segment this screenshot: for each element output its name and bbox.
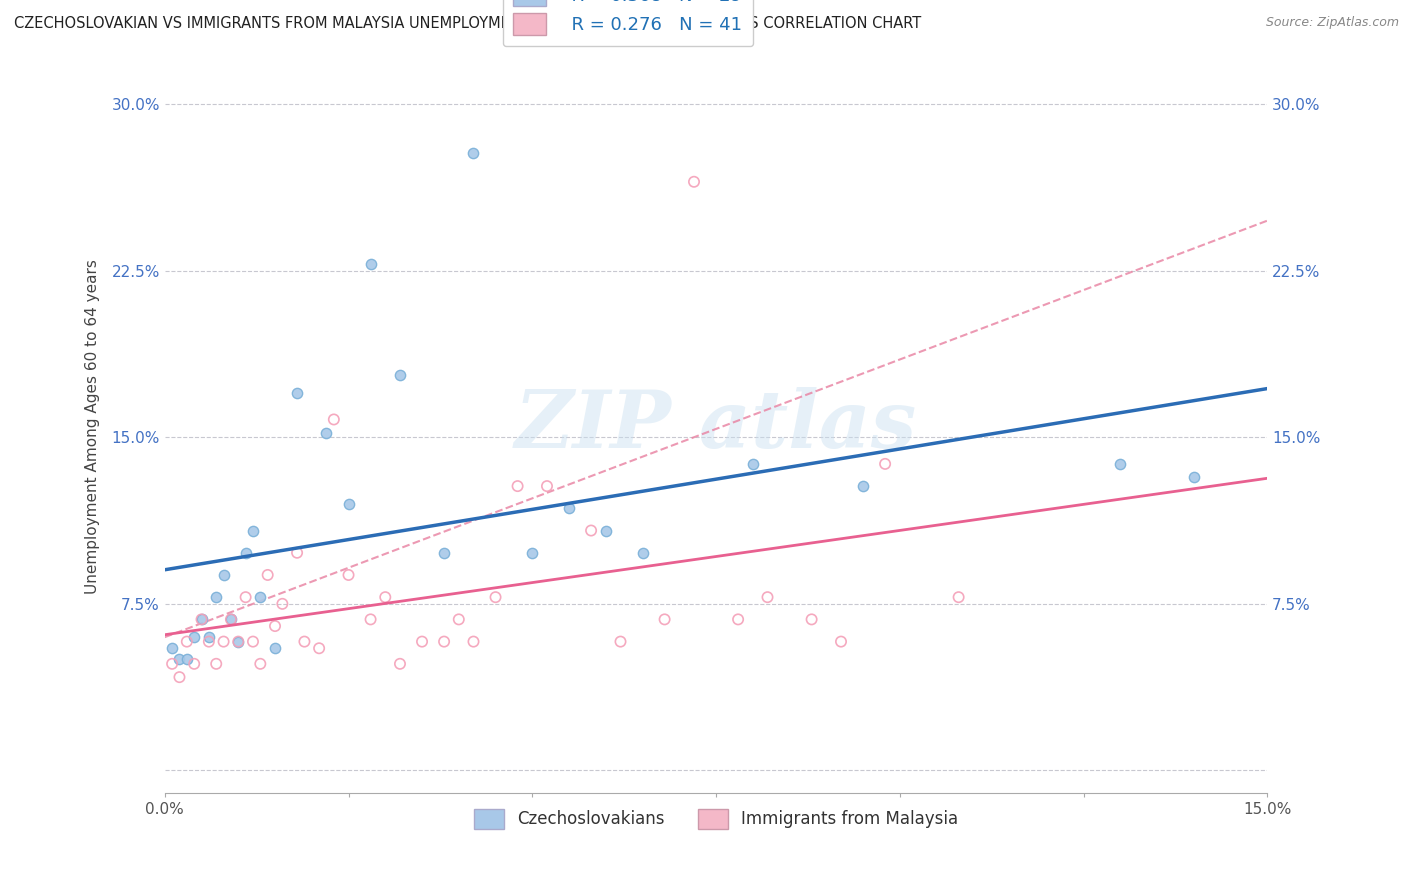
- Point: [190, 612, 212, 626]
- Point: [727, 612, 749, 626]
- Point: [235, 590, 257, 604]
- Point: [875, 457, 897, 471]
- Point: [631, 546, 654, 560]
- Point: [242, 524, 264, 538]
- Point: [536, 479, 558, 493]
- Point: [308, 641, 330, 656]
- Point: [242, 634, 264, 648]
- Point: [1182, 470, 1205, 484]
- Point: [160, 641, 183, 656]
- Point: [183, 630, 205, 644]
- Point: [360, 257, 382, 271]
- Point: [800, 612, 823, 626]
- Point: [741, 457, 763, 471]
- Point: [522, 546, 544, 560]
- Point: [160, 657, 183, 671]
- Text: Source: ZipAtlas.com: Source: ZipAtlas.com: [1265, 16, 1399, 29]
- Point: [212, 568, 235, 582]
- Point: [484, 590, 506, 604]
- Text: ZIP atlas: ZIP atlas: [515, 387, 917, 465]
- Point: [374, 590, 396, 604]
- Point: [433, 546, 456, 560]
- Point: [558, 501, 581, 516]
- Point: [219, 612, 242, 626]
- Point: [226, 634, 249, 648]
- Point: [654, 612, 676, 626]
- Point: [205, 590, 228, 604]
- Point: [756, 590, 779, 604]
- Point: [183, 657, 205, 671]
- Point: [249, 590, 271, 604]
- Point: [1109, 457, 1132, 471]
- Point: [169, 652, 191, 666]
- Point: [463, 634, 485, 648]
- Point: [205, 657, 228, 671]
- Point: [235, 546, 257, 560]
- Point: [852, 479, 875, 493]
- Point: [463, 145, 485, 160]
- Point: [176, 634, 198, 648]
- Point: [506, 479, 529, 493]
- Point: [360, 612, 382, 626]
- Point: [388, 368, 411, 382]
- Point: [948, 590, 970, 604]
- Point: [388, 657, 411, 671]
- Point: [219, 612, 242, 626]
- Point: [595, 524, 617, 538]
- Point: [830, 634, 852, 648]
- Point: [337, 497, 360, 511]
- Point: [285, 546, 308, 560]
- Point: [433, 634, 456, 648]
- Point: [198, 630, 221, 644]
- Legend: Czechoslovakians, Immigrants from Malaysia: Czechoslovakians, Immigrants from Malays…: [467, 802, 965, 836]
- Point: [337, 568, 360, 582]
- Point: [285, 385, 308, 400]
- Point: [256, 568, 278, 582]
- Point: [264, 641, 287, 656]
- Point: [315, 425, 337, 440]
- Point: [322, 412, 344, 426]
- Point: [176, 652, 198, 666]
- Point: [411, 634, 433, 648]
- Y-axis label: Unemployment Among Ages 60 to 64 years: Unemployment Among Ages 60 to 64 years: [86, 259, 100, 593]
- Point: [212, 634, 235, 648]
- Point: [683, 175, 706, 189]
- Point: [249, 657, 271, 671]
- Point: [579, 524, 602, 538]
- Point: [294, 634, 316, 648]
- Text: CZECHOSLOVAKIAN VS IMMIGRANTS FROM MALAYSIA UNEMPLOYMENT AMONG AGES 60 TO 64 YEA: CZECHOSLOVAKIAN VS IMMIGRANTS FROM MALAY…: [14, 16, 921, 31]
- Point: [190, 612, 212, 626]
- Point: [169, 670, 191, 684]
- Point: [198, 634, 221, 648]
- Point: [271, 597, 294, 611]
- Point: [447, 612, 470, 626]
- Point: [264, 619, 287, 633]
- Point: [226, 634, 249, 648]
- Point: [609, 634, 631, 648]
